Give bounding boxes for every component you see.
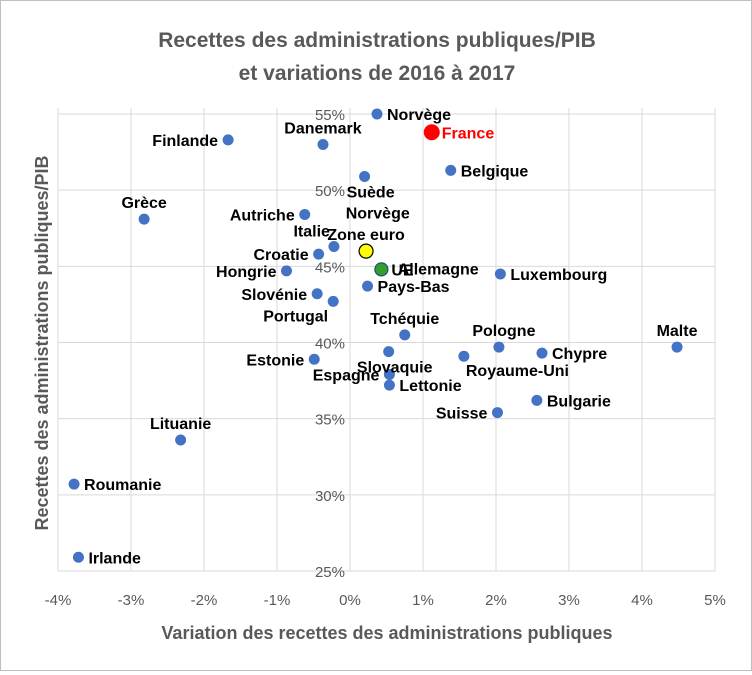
label-zone-euro: Zone euro <box>327 227 405 244</box>
point-finlande <box>222 134 234 146</box>
point-norvege <box>371 108 383 120</box>
point-belgique <box>445 164 457 176</box>
y-tick-label: 25% <box>315 564 345 581</box>
point-luxembourg <box>494 268 506 280</box>
chart-title-line-2: et variations de 2016 à 2017 <box>239 62 516 85</box>
label-slovenie: Slovénie <box>241 287 307 304</box>
label-allemagne: Allemagne <box>398 261 479 278</box>
point-slovaquie <box>383 346 395 358</box>
point-zone-euro <box>358 243 374 259</box>
chart-title-line-1: Recettes des administrations publiques/P… <box>158 29 596 52</box>
y-tick-label: 35% <box>315 412 345 429</box>
label-slovaquie: Slovaquie <box>357 360 433 377</box>
point-roumanie <box>68 478 80 490</box>
x-tick-label: -3% <box>118 592 145 609</box>
label-grece: Grèce <box>121 195 166 212</box>
point-italie <box>328 241 340 253</box>
label-pologne: Pologne <box>472 323 535 340</box>
x-tick-label: 1% <box>412 592 434 609</box>
x-tick-label: -1% <box>264 592 291 609</box>
point-portugal <box>327 295 339 307</box>
point-malte <box>671 341 683 353</box>
label-tchequie: Tchéquie <box>370 311 439 328</box>
label-royaume-uni: Royaume-Uni <box>466 363 569 380</box>
label-suisse: Suisse <box>436 406 488 423</box>
point-lettonie <box>383 379 395 391</box>
point-royaume-uni <box>458 350 470 362</box>
label-portugal: Portugal <box>263 308 328 325</box>
x-tick-label: -2% <box>191 592 218 609</box>
point-slovenie <box>311 288 323 300</box>
x-tick-label: 2% <box>485 592 507 609</box>
label-norvege: Norvège <box>346 206 410 223</box>
label-finlande: Finlande <box>152 133 218 150</box>
x-axis-title: Variation des recettes des administratio… <box>161 623 612 643</box>
x-tick-label: 4% <box>631 592 653 609</box>
point-lituanie <box>175 434 187 446</box>
point-suede <box>359 170 371 182</box>
point-pays-bas <box>362 280 374 292</box>
y-tick-label: 55% <box>315 107 345 124</box>
label-malte: Malte <box>657 323 698 340</box>
y-tick-label: 50% <box>315 183 345 200</box>
label-hongrie: Hongrie <box>216 264 277 281</box>
point-suisse <box>491 407 503 419</box>
x-tick-label: 5% <box>704 592 726 609</box>
point-tchequie <box>399 329 411 341</box>
point-bulgarie <box>531 394 543 406</box>
data-labels: NorvègeFranceFinlandeDanemarkBelgiqueSuè… <box>84 107 698 567</box>
label-lituanie: Lituanie <box>150 416 211 433</box>
label-belgique: Belgique <box>461 163 529 180</box>
point-espagne <box>383 368 395 380</box>
label-estonie: Estonie <box>246 352 304 369</box>
point-grece <box>138 213 150 225</box>
label-irlande: Irlande <box>88 550 141 567</box>
point-pologne <box>493 341 505 353</box>
label-luxembourg: Luxembourg <box>510 267 607 284</box>
label-pays-bas: Pays-Bas <box>378 279 450 296</box>
label-italie: Italie <box>293 224 330 241</box>
gridlines <box>57 108 716 572</box>
x-tick-label: 0% <box>339 592 361 609</box>
label-ue: UE <box>391 262 414 279</box>
point-estonie <box>308 353 320 365</box>
label-croatie: Croatie <box>253 247 308 264</box>
label-france: France <box>442 125 495 142</box>
label-autriche: Autriche <box>230 208 295 225</box>
label-norvege: Norvège <box>387 107 451 124</box>
label-chypre: Chypre <box>552 346 607 363</box>
point-chypre <box>536 347 548 359</box>
y-tick-label: 30% <box>315 488 345 505</box>
axis-ticks: -4% -3% -2% -1% 0% 1% 2% 3% 4% 5% 25% 30% 35% 40% 45% 5… <box>45 107 726 609</box>
y-tick-label: 40% <box>315 336 345 353</box>
label-espagne: Espagne <box>313 367 380 384</box>
point-danemark <box>317 138 329 150</box>
point-ue <box>374 262 389 277</box>
y-axis-title: Recettes des administrations publiques/P… <box>32 155 52 530</box>
x-tick-label: 3% <box>558 592 580 609</box>
x-tick-label: -4% <box>45 592 72 609</box>
label-lettonie: Lettonie <box>399 378 461 395</box>
label-roumanie: Roumanie <box>84 477 161 494</box>
point-irlande <box>72 551 84 563</box>
point-france <box>423 124 440 141</box>
point-hongrie <box>280 265 292 277</box>
point-croatie <box>313 248 325 260</box>
point-autriche <box>299 209 311 221</box>
y-tick-label: 45% <box>315 259 345 276</box>
label-suede: Suède <box>347 184 395 201</box>
label-danemark: Danemark <box>284 120 361 137</box>
data-points <box>68 108 683 563</box>
label-bulgarie: Bulgarie <box>547 393 611 410</box>
